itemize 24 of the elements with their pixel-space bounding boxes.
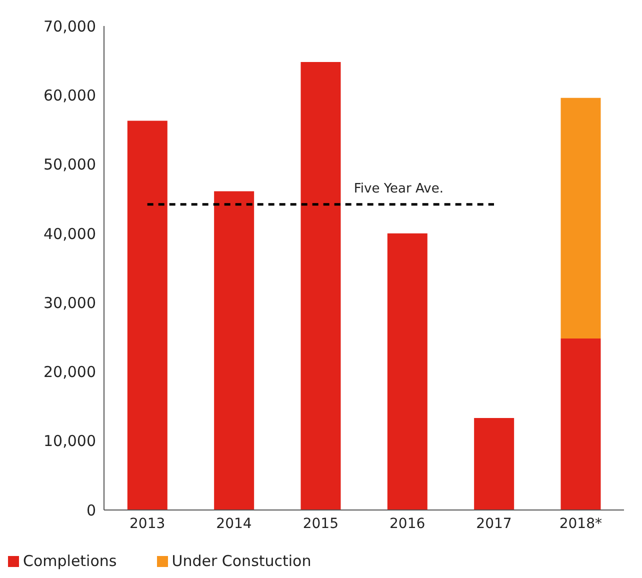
bar	[300, 62, 341, 510]
y-tick-label: 50,000	[44, 156, 96, 174]
y-tick-label: 0	[86, 501, 96, 520]
bar	[387, 233, 428, 510]
y-tick-label: 60,000	[44, 86, 96, 104]
x-tick-label: 2013	[130, 516, 166, 532]
x-tick-label: 2018*	[559, 516, 602, 532]
y-tick-label: 10,000	[44, 432, 96, 450]
bar	[560, 338, 601, 510]
x-tick-label: 2014	[216, 516, 252, 532]
bar	[127, 120, 168, 510]
y-tick-label: 40,000	[44, 224, 96, 243]
bar	[214, 191, 254, 510]
ref-line-label: Five Year Ave.	[354, 181, 444, 196]
bar	[560, 98, 601, 339]
x-tick-label: 2017	[476, 516, 512, 532]
y-tick-label: 70,000	[44, 17, 96, 36]
x-tick-label: 2015	[302, 516, 338, 532]
x-tick-label: 2016	[390, 516, 426, 532]
y-tick-label: 20,000	[44, 363, 96, 382]
legend-label: Under Constuction	[172, 552, 312, 570]
y-tick-label: 30,000	[44, 294, 96, 312]
legend-label: Completions	[23, 552, 117, 570]
bar	[474, 418, 514, 510]
